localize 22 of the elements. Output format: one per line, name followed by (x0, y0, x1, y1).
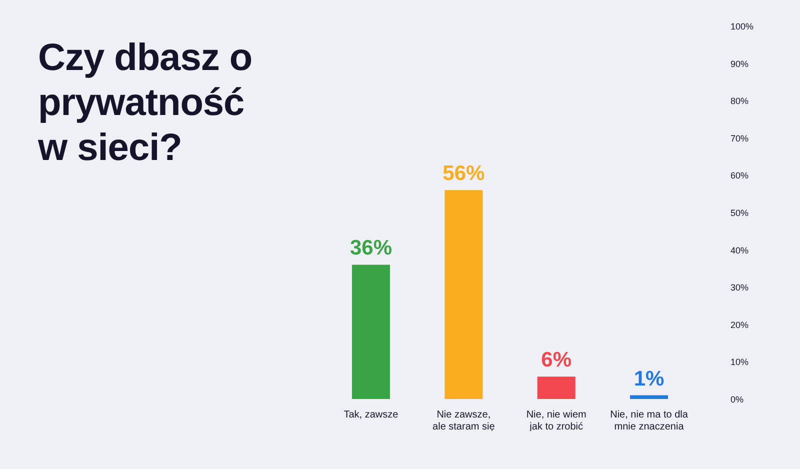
y-tick-label: 80% (730, 96, 749, 106)
bar (630, 395, 668, 399)
y-tick-label: 40% (730, 245, 749, 256)
y-tick-label: 100% (730, 22, 754, 32)
y-tick-label: 30% (730, 282, 749, 293)
bar (537, 376, 576, 399)
y-tick-label: 0% (730, 394, 744, 404)
bar (444, 190, 483, 399)
x-tick-label: Nie, nie ma to dla mnie znaczenia (610, 410, 688, 432)
y-tick-label: 50% (730, 208, 749, 218)
data-label: 6% (541, 348, 572, 372)
y-tick-label: 60% (730, 170, 749, 181)
bar (352, 264, 390, 399)
y-tick-label: 70% (730, 133, 749, 144)
text: Czy dbasz o prywatność w sieci? (38, 36, 254, 171)
y-tick-label: 20% (730, 320, 749, 330)
y-tick-label: 10% (730, 357, 749, 368)
y-tick-label: 90% (730, 58, 749, 69)
data-label: 1% (634, 367, 665, 390)
data-label: 56% (442, 162, 485, 186)
x-tick-label: Tak, zawsze (344, 410, 399, 420)
data-label: 36% (350, 236, 392, 260)
